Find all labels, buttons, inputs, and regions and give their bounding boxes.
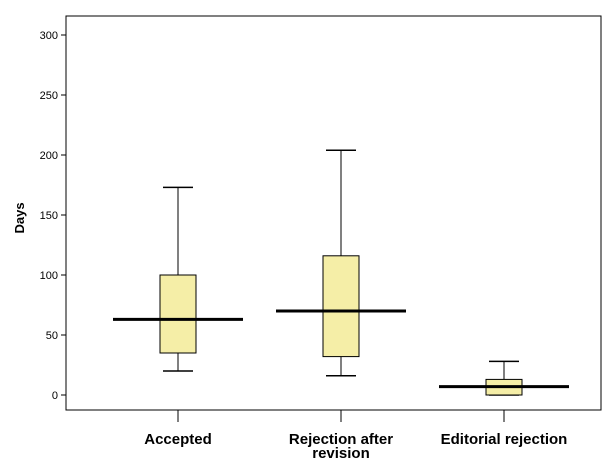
iqr-box	[159, 274, 197, 354]
plot-frame	[65, 15, 602, 411]
x-tick-label: Accepted	[144, 431, 212, 448]
x-tick-label: Rejection after revision	[289, 431, 393, 461]
y-tick-label: 250	[40, 90, 58, 102]
y-tick-label: 200	[40, 150, 58, 162]
y-axis-title: Days	[12, 202, 27, 233]
y-tick-label: 100	[40, 270, 58, 282]
y-tick-label: 300	[40, 30, 58, 42]
box-group	[113, 186, 243, 372]
box-group	[276, 149, 406, 377]
x-axis: Accepted Rejection after revision Editorial…	[144, 410, 567, 461]
box-group	[439, 360, 569, 396]
x-tick-label: Editorial rejection	[441, 431, 568, 448]
iqr-box	[322, 255, 360, 358]
boxes	[113, 149, 569, 396]
y-tick-label: 50	[46, 330, 58, 342]
y-tick-label: 150	[40, 210, 58, 222]
y-axis: 0 50 100 150 200 250 300	[40, 30, 66, 402]
y-tick-label: 0	[52, 390, 58, 402]
